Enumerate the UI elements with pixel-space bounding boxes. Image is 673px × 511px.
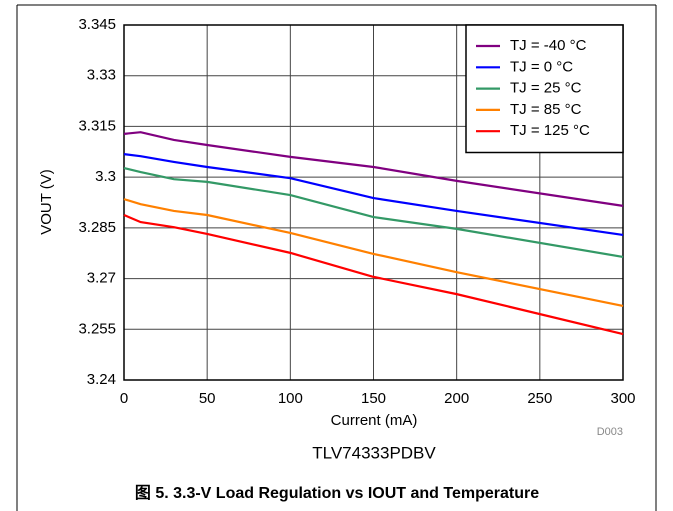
legend-label: TJ = -40 °C <box>510 37 587 54</box>
y-tick-label: 3.33 <box>87 67 116 84</box>
x-tick-label: 200 <box>444 390 469 407</box>
series-line <box>123 213 624 336</box>
y-tick-label: 3.315 <box>78 117 116 134</box>
x-tick-label: 50 <box>199 390 216 407</box>
subtitle: TLV74333PDBV <box>312 443 436 462</box>
legend-label: TJ = 125 °C <box>510 122 590 139</box>
x-tick-label: 250 <box>527 390 552 407</box>
y-tick-label: 3.27 <box>87 270 116 287</box>
x-tick-label: 300 <box>610 390 635 407</box>
plot-border <box>123 24 624 381</box>
caption: 图 5. 3.3-V Load Regulation vs IOUT and T… <box>135 484 539 502</box>
x-tick-label: 0 <box>120 390 128 407</box>
legend-label: TJ = 0 °C <box>510 58 573 75</box>
series-line <box>123 166 624 259</box>
x-axis-label: Current (mA) <box>331 412 418 429</box>
y-tick-label: 3.255 <box>78 320 116 337</box>
y-tick-label: 3.285 <box>78 219 116 236</box>
x-tick-label: 150 <box>361 390 386 407</box>
y-tick-label: 3.345 <box>78 16 116 33</box>
figure-code: D003 <box>597 426 623 438</box>
series-line <box>123 153 624 237</box>
y-tick-label: 3.3 <box>95 168 116 185</box>
legend-label: TJ = 85 °C <box>510 101 582 118</box>
y-tick-label: 3.24 <box>87 371 116 388</box>
y-axis-label: VOUT (V) <box>38 169 55 235</box>
series-line <box>123 131 624 207</box>
legend-label: TJ = 25 °C <box>510 80 582 97</box>
series-line <box>123 198 624 308</box>
x-tick-label: 100 <box>278 390 303 407</box>
